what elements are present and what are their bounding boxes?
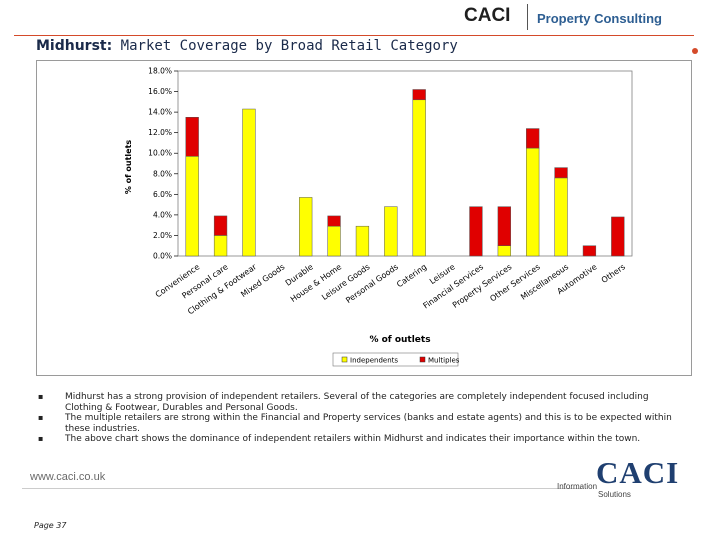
y-tick-label: 14.0% — [148, 108, 172, 117]
bars — [185, 89, 625, 257]
bar-independents — [412, 99, 426, 257]
bullet-icon: ▪ — [38, 392, 44, 401]
y-tick-label: 18.0% — [148, 67, 172, 76]
y-tick-label: 6.0% — [153, 190, 172, 199]
plot-area — [177, 70, 633, 257]
bar-multiples — [327, 215, 341, 227]
logo-line-information: Information — [557, 482, 598, 491]
x-category-label: Personal Goods — [344, 262, 400, 305]
x-category-label: Others — [600, 262, 627, 285]
footer-rule — [22, 488, 582, 489]
caci-logo: CACI — [596, 455, 680, 490]
x-category-label: Catering — [395, 262, 428, 289]
legend-swatch-independents — [341, 356, 348, 363]
y-tick-label: 8.0% — [153, 169, 172, 178]
bar-multiples — [611, 216, 625, 257]
y-axis: 0.0% 2.0% 4.0% 6.0% 8.0% 10.0% 12.0% 14.0% 16.0%… — [148, 67, 633, 261]
footer-url[interactable]: www.caci.co.uk — [30, 471, 106, 483]
bar-independents — [497, 245, 511, 257]
commentary-item: ▪ The multiple retailers are strong withi… — [36, 413, 686, 434]
y-tick-label: 16.0% — [148, 87, 172, 96]
chart-frame — [36, 60, 692, 376]
header-division: Property Consulting — [537, 11, 662, 26]
x-axis-label: % of outlets — [369, 335, 430, 345]
y-tick-label: 4.0% — [153, 210, 172, 219]
legend-label-independents: Independents — [350, 357, 398, 365]
page-number: Page 37 — [34, 521, 67, 530]
bar-multiples — [412, 89, 426, 101]
commentary-text: Midhurst has a strong provision of indep… — [65, 392, 649, 413]
bar-multiples — [469, 206, 483, 257]
commentary-text: The above chart shows the dominance of i… — [65, 434, 641, 444]
bar-independents — [526, 147, 540, 257]
bar-multiples — [554, 167, 568, 179]
bar-independents — [185, 156, 199, 257]
bar-multiples — [185, 117, 199, 157]
header-rule-dot — [692, 48, 698, 54]
y-tick-label: 2.0% — [153, 231, 172, 240]
commentary-text: The multiple retailers are strong within… — [65, 413, 672, 434]
bar-multiples — [213, 215, 228, 236]
bar-independents — [384, 206, 398, 257]
bar-multiples — [526, 128, 540, 149]
bar-multiples — [497, 206, 511, 246]
header-rule — [14, 35, 694, 36]
commentary-list: ▪ Midhurst has a strong provision of inde… — [36, 392, 686, 445]
bar-multiples — [582, 245, 597, 257]
bar-independents — [242, 108, 256, 257]
header-brand: CACI — [464, 5, 511, 26]
bar-independents — [554, 177, 568, 257]
bar-independents — [299, 197, 313, 257]
bar-independents — [355, 225, 370, 257]
commentary-item: ▪ Midhurst has a strong provision of inde… — [36, 392, 686, 413]
bullet-icon: ▪ — [38, 434, 44, 443]
legend: Independents Multiples — [332, 352, 460, 367]
bar-independents — [327, 225, 341, 257]
bar-independents — [213, 235, 228, 257]
page-title: Midhurst: Market Coverage by Broad Retai… — [36, 38, 458, 54]
legend-label-multiples: Multiples — [428, 357, 460, 365]
y-axis-label: % of outlets — [124, 140, 133, 195]
bullet-icon: ▪ — [38, 413, 44, 422]
logo-line-solutions: Solutions — [598, 490, 631, 499]
y-tick-label: 0.0% — [153, 252, 172, 261]
legend-box — [332, 352, 459, 367]
legend-swatch-multiples — [419, 356, 426, 363]
page-title-place: Midhurst: — [36, 38, 113, 54]
x-category-label: Other Services — [488, 262, 541, 303]
commentary-item: ▪ The above chart shows the dominance of … — [36, 434, 686, 445]
y-tick-label: 12.0% — [148, 128, 172, 137]
page-title-text: Market Coverage by Broad Retail Category — [120, 38, 458, 54]
y-tick-label: 10.0% — [148, 149, 172, 158]
header-divider — [527, 4, 528, 30]
